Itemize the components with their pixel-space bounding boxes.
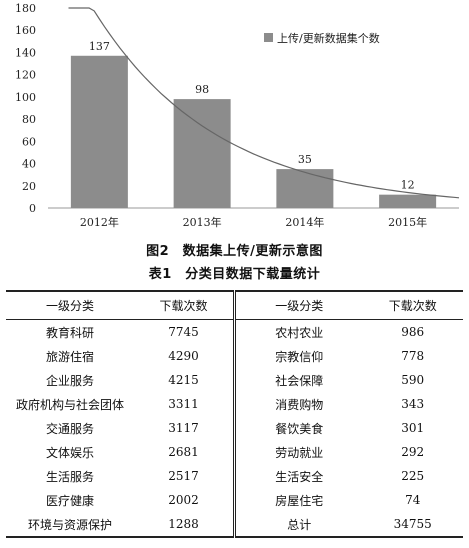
header-category-left: 一级分类 [45,299,94,313]
downloads-cell: 225 [401,469,425,483]
downloads-cell: 4290 [133,344,236,368]
downloads-cell: 343 [401,397,425,411]
category-cell: 企业服务 [45,373,94,388]
category-cell: 生活服务 [45,469,94,484]
table-row: 旅游住宿 4290 宗教信仰 778 [6,344,463,368]
downloads-cell: 2681 [133,440,236,464]
downloads-cell: 301 [401,421,425,435]
legend-swatch [264,33,273,42]
y-tick-label: 140 [15,46,36,59]
y-tick-label: 120 [15,69,36,82]
bar [173,99,231,208]
category-cell: 医疗健康 [45,493,94,508]
y-tick-label: 40 [22,158,36,171]
category-cell: 餐饮美食 [275,421,324,436]
downloads-cell: 2517 [133,464,236,488]
category-cell: 环境与资源保护 [27,517,112,532]
data-label: 35 [298,153,312,166]
y-tick-label: 180 [15,2,36,15]
category-cell: 消费购物 [275,397,324,412]
figure-caption: 图2 数据集上传/更新示意图 [146,244,323,259]
downloads-cell: 74 [405,493,421,507]
table-row: 教育科研 7745 农村农业 986 [6,319,463,344]
header-downloads-left: 下载次数 [133,291,236,320]
bar-chart: 0 20 40 60 80 100 120 140 160 180 137 2012年 98 2013年 3… [15,2,460,229]
category-cell: 教育科研 [45,325,94,340]
table-row: 政府机构与社会团体 3311 消费购物 343 [6,392,463,416]
header-category-right: 一级分类 [275,299,324,313]
downloads-cell: 292 [401,445,425,459]
downloads-cell: 4215 [133,368,236,392]
downloads-cell: 34755 [393,517,432,531]
table-row: 医疗健康 2002 房屋住宅 74 [6,488,463,512]
y-tick-label: 160 [15,24,36,37]
y-tick-label: 80 [22,113,36,126]
data-label: 98 [195,83,209,96]
y-tick-label: 0 [29,202,36,215]
downloads-cell: 1288 [133,512,236,537]
downloads-cell: 3311 [133,392,236,416]
y-tick-label: 60 [22,135,36,148]
header-downloads-right: 下载次数 [388,299,437,313]
category-cell: 生活安全 [275,469,324,484]
downloads-cell: 590 [401,373,425,387]
bar [70,55,128,209]
y-tick-label: 20 [22,180,36,193]
category-cell: 旅游住宿 [45,349,94,364]
table-header-row: 一级分类 下载次数 一级分类 下载次数 [6,291,463,320]
category-cell: 交通服务 [45,421,94,436]
category-cell: 政府机构与社会团体 [15,397,124,412]
trendline [68,7,460,199]
downloads-cell: 986 [401,325,425,339]
x-tick-label: 2014年 [285,215,324,229]
category-cell: 总计 [287,517,312,532]
downloads-cell: 3117 [133,416,236,440]
downloads-cell: 778 [401,349,425,363]
category-cell: 劳动就业 [275,445,324,460]
category-cell: 农村农业 [275,325,324,340]
bar [276,169,334,208]
table-row: 生活服务 2517 生活安全 225 [6,464,463,488]
download-stats-table: 一级分类 下载次数 一级分类 下载次数 教育科研 7745 农村农业 986 旅游住宿 4… [6,290,463,538]
legend-label: 上传/更新数据集个数 [277,31,380,45]
data-label: 137 [89,40,110,53]
category-cell: 社会保障 [275,373,324,388]
category-cell: 宗教信仰 [275,349,324,364]
table-caption: 表1 分类目数据下载量统计 [148,267,321,282]
downloads-cell: 7745 [133,319,236,344]
category-cell: 文体娱乐 [45,445,94,460]
data-label: 12 [401,179,415,192]
x-tick-label: 2013年 [183,215,222,229]
x-tick-label: 2015年 [388,215,427,229]
table-row: 交通服务 3117 餐饮美食 301 [6,416,463,440]
y-tick-label: 100 [15,91,36,104]
downloads-cell: 2002 [133,488,236,512]
table-row: 企业服务 4215 社会保障 590 [6,368,463,392]
table-row: 文体娱乐 2681 劳动就业 292 [6,440,463,464]
table-row: 环境与资源保护 1288 总计 34755 [6,512,463,537]
x-tick-label: 2012年 [80,215,119,229]
category-cell: 房屋住宅 [275,493,324,508]
bar [379,194,437,208]
